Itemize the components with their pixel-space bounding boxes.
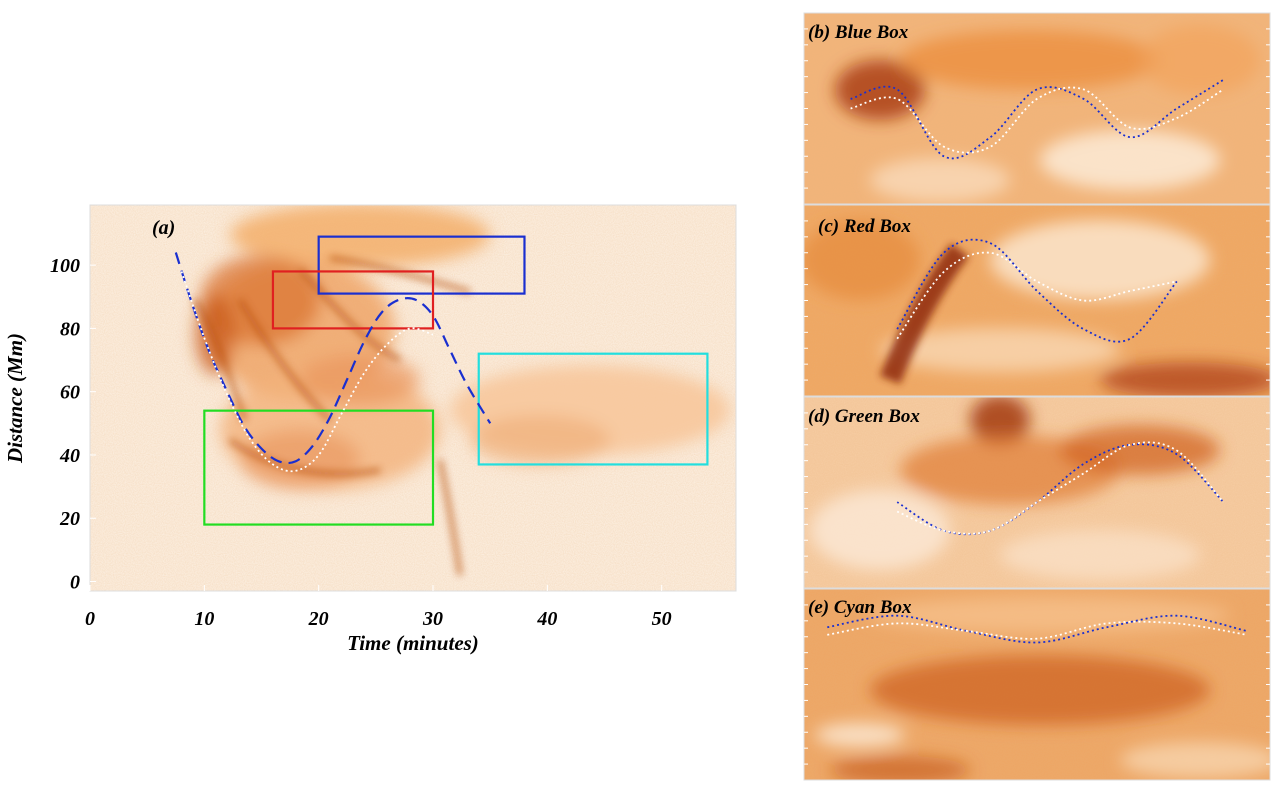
y-tick-label: 100	[50, 255, 80, 277]
x-axis-title: Time (minutes)	[347, 631, 479, 655]
panel-a-image	[90, 205, 736, 591]
panel-a-overlay	[174, 235, 709, 526]
y-axis-title: Distance (Mm)	[3, 333, 27, 464]
panel-d: (d) Green Box	[803, 396, 1271, 589]
panel-b-image	[804, 13, 1270, 204]
panel-d-image	[804, 397, 1270, 588]
red-box	[271, 270, 435, 330]
fit-curve	[827, 614, 1247, 644]
fit-curve	[850, 86, 1224, 154]
panel-a-frame	[89, 204, 737, 592]
fit-curve	[827, 620, 1247, 640]
panel-a: 0 10 20 30 40 50 0 20 40 60 80 100 (a) Time (minute…	[3, 204, 737, 655]
panel-c-image	[804, 205, 1270, 396]
fit-curve-dashed	[174, 252, 492, 465]
frame-ticks	[804, 28, 1270, 189]
x-tick-label: 30	[422, 608, 443, 630]
fit-curve-dotted	[180, 271, 434, 473]
panel-e-overlay	[827, 614, 1247, 644]
fit-curve	[896, 443, 1225, 536]
frame-ticks	[804, 604, 1270, 765]
panel-c-overlay	[896, 238, 1178, 343]
x-tick-label: 50	[652, 608, 672, 630]
panel-a-label: (a)	[152, 217, 175, 239]
y-tick-label: 0	[70, 572, 80, 594]
y-tick-label: 60	[60, 382, 80, 404]
panel-b-label: (b) Blue Box	[808, 22, 909, 43]
frame-ticks	[804, 220, 1270, 381]
panel-e: (e) Cyan Box	[803, 588, 1271, 781]
frame-ticks	[804, 412, 1270, 573]
x-tick-label: 0	[85, 608, 95, 630]
panel-c-label: (c) Red Box	[818, 216, 911, 237]
fit-curve	[850, 79, 1224, 160]
x-tick-label: 10	[194, 608, 214, 630]
blue-box	[317, 235, 526, 295]
panel-b: (b) Blue Box	[803, 12, 1271, 205]
x-tick-label: 40	[536, 608, 557, 630]
panel-e-label: (e) Cyan Box	[808, 597, 912, 618]
y-tick-label: 80	[60, 318, 80, 340]
panel-e-image	[804, 589, 1270, 780]
cyan-box	[477, 352, 709, 466]
panel-d-label: (d) Green Box	[808, 406, 920, 427]
y-tick-label: 40	[59, 445, 80, 467]
y-tick-label: 20	[59, 508, 80, 530]
panel-a-axes: 0 10 20 30 40 50 0 20 40 60 80 100	[50, 255, 672, 630]
fit-curve	[896, 251, 1177, 340]
panel-d-overlay	[896, 441, 1225, 536]
panel-c: (c) Red Box	[803, 204, 1271, 397]
x-tick-label: 20	[308, 608, 329, 630]
panel-b-overlay	[850, 79, 1224, 160]
fit-curve	[896, 441, 1225, 535]
green-box	[203, 409, 435, 526]
